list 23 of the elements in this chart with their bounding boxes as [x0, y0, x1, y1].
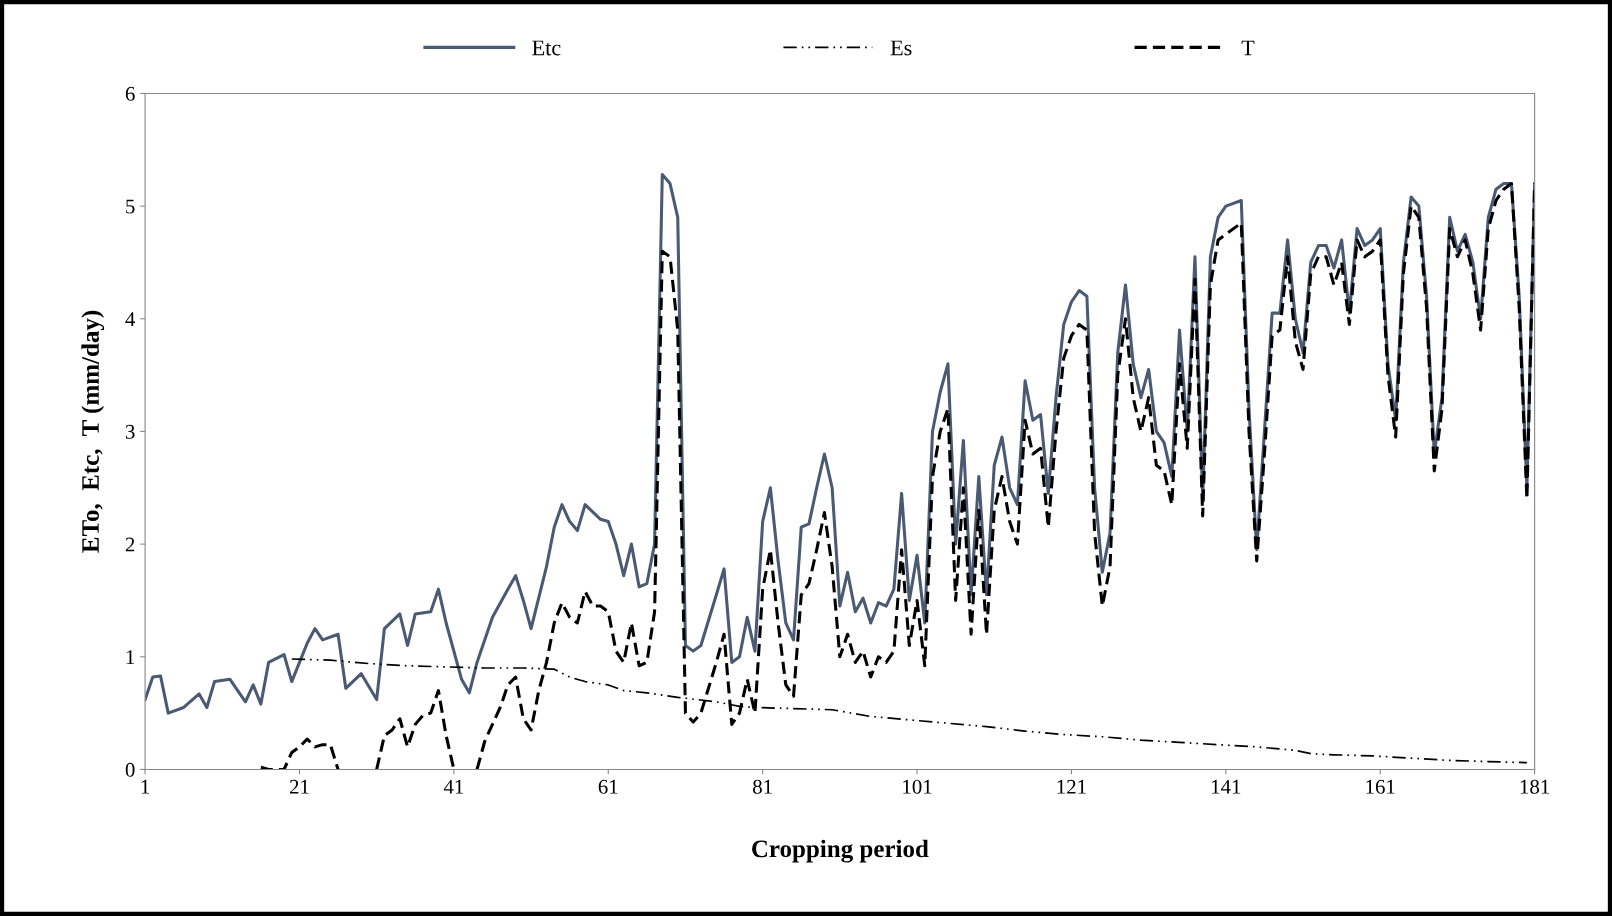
x-tick-label: 181: [1520, 779, 1549, 794]
legend-label: T: [1241, 40, 1255, 56]
y-tick-label: 6: [125, 86, 135, 101]
x-tick-label: 21: [289, 779, 309, 794]
x-tick-label: 141: [1212, 779, 1241, 794]
x-tick-label: 101: [903, 779, 932, 794]
line-series: [290, 658, 1528, 764]
y-axis-title: ETo, Etc, T (mm/day): [81, 310, 105, 553]
x-tick-label: 161: [1366, 779, 1395, 794]
x-tick-label: 121: [1057, 779, 1086, 794]
y-tick-label: 2: [125, 537, 135, 552]
x-axis-title: Cropping period: [752, 839, 929, 863]
y-tick-label: 1: [126, 650, 135, 664]
y-tick-label: 0: [125, 762, 135, 777]
x-tick-label: 1: [141, 779, 150, 794]
x-tick-label: 81: [753, 779, 772, 794]
x-tick-label: 41: [443, 779, 464, 794]
y-tick-label: 5: [126, 199, 135, 214]
y-tick-label: 4: [125, 312, 136, 326]
y-tick-label: 3: [125, 424, 135, 439]
x-tick-label: 61: [598, 779, 618, 794]
legend-label: Es: [890, 40, 912, 56]
legend-label: Etc: [532, 40, 561, 56]
